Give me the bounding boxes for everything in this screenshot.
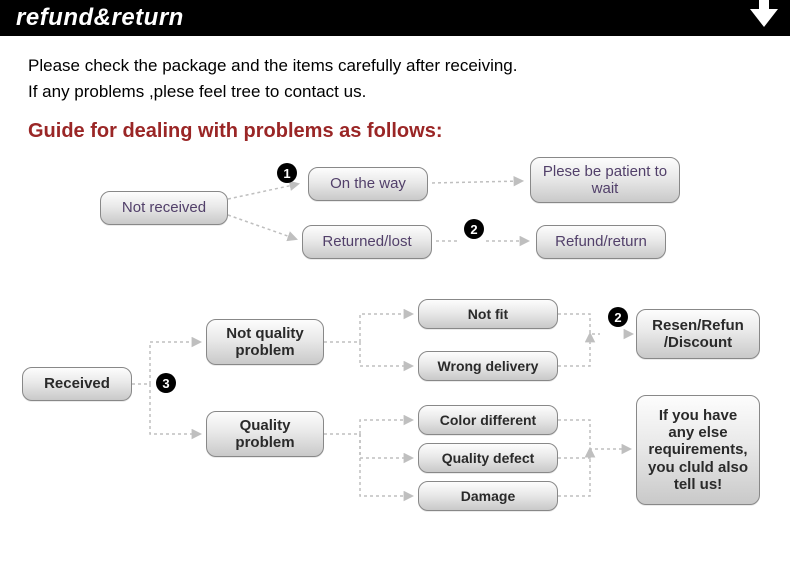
edge-not_received-to-returned_lost bbox=[228, 215, 296, 239]
edge-quality-to-color_diff bbox=[324, 420, 412, 434]
node-not-quality: Not quality problem bbox=[206, 319, 324, 365]
edge-not_received-to-on_the_way bbox=[228, 184, 298, 199]
edge-quality_defect-to-else bbox=[558, 449, 590, 458]
node-received: Received bbox=[22, 367, 132, 401]
edge-not_quality-to-not_fit bbox=[324, 314, 412, 342]
edge-received-to-quality bbox=[150, 384, 200, 434]
node-wrong-delivery: Wrong delivery bbox=[418, 351, 558, 381]
badge-b4: 2 bbox=[608, 307, 628, 327]
node-quality-defect: Quality defect bbox=[418, 443, 558, 473]
flowchart-canvas: Not received On the way Plese be patient t… bbox=[0, 149, 790, 579]
node-patient: Plese be patient to wait bbox=[530, 157, 680, 203]
node-refund-return: Refund/return bbox=[536, 225, 666, 259]
node-not-received: Not received bbox=[100, 191, 228, 225]
intro-line-2: If any problems ,plese feel tree to cont… bbox=[28, 82, 770, 102]
edge-damage-to-else bbox=[558, 449, 590, 496]
edge-quality-to-quality_defect bbox=[360, 434, 412, 458]
node-on-the-way: On the way bbox=[308, 167, 428, 201]
node-color-diff: Color different bbox=[418, 405, 558, 435]
badge-b3: 3 bbox=[156, 373, 176, 393]
node-resend: Resen/Refun /Discount bbox=[636, 309, 760, 359]
node-quality: Quality problem bbox=[206, 411, 324, 457]
edge-color_diff-to-else bbox=[558, 420, 630, 449]
edge-not_quality-to-wrong_delivery bbox=[360, 342, 412, 366]
intro-text: Please check the package and the items c… bbox=[0, 36, 790, 114]
edge-on_the_way-to-patient bbox=[432, 181, 522, 183]
node-else: If you have any else requirements, you c… bbox=[636, 395, 760, 505]
node-returned-lost: Returned/lost bbox=[302, 225, 432, 259]
badge-b2: 2 bbox=[464, 219, 484, 239]
edge-quality-to-damage bbox=[360, 434, 412, 496]
edge-wrong_delivery-to-resend bbox=[558, 334, 590, 366]
node-not-fit: Not fit bbox=[418, 299, 558, 329]
node-damage: Damage bbox=[418, 481, 558, 511]
guide-heading: Guide for dealing with problems as follo… bbox=[0, 114, 790, 149]
intro-line-1: Please check the package and the items c… bbox=[28, 56, 770, 76]
badge-b1: 1 bbox=[277, 163, 297, 183]
header-bar: refund&return bbox=[0, 0, 790, 36]
down-arrow-icon bbox=[750, 9, 778, 27]
header-title: refund&return bbox=[16, 4, 184, 32]
